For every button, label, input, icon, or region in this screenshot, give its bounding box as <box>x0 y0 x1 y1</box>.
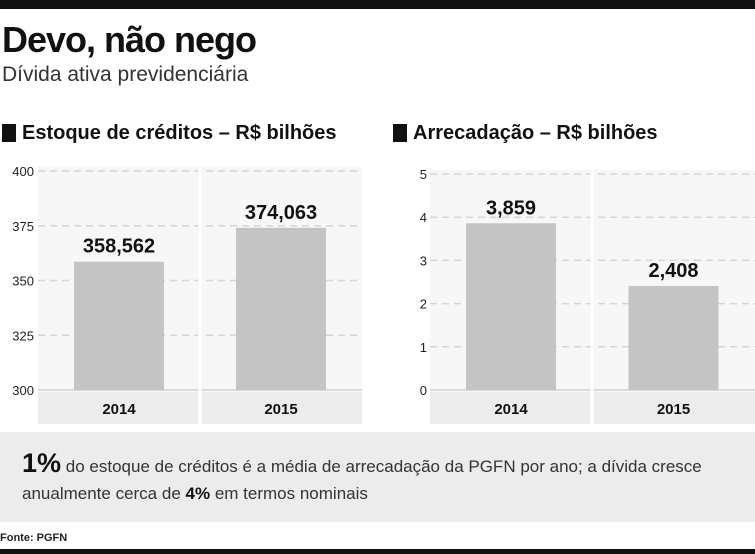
chart-1-y-tick-label: 350 <box>12 274 34 289</box>
chart-2-bar <box>466 223 556 390</box>
square-marker-icon <box>393 124 407 142</box>
chart-1-data-label: 374,063 <box>245 202 317 224</box>
chart-1-bar <box>236 227 326 390</box>
chart-1-category-label: 2014 <box>102 401 136 418</box>
chart-2-y-tick-label: 4 <box>420 210 427 225</box>
chart-2-data-label: 3,859 <box>486 197 536 219</box>
note-panel <box>0 432 755 522</box>
note-highlight: 1% <box>22 448 62 478</box>
chart-2-y-tick-label: 2 <box>420 297 427 312</box>
chart-2-y-tick-label: 1 <box>420 340 427 355</box>
charts-canvas: 300325350375400358,5622014374,0632015012… <box>12 164 755 424</box>
chart-2-y-tick-label: 3 <box>420 253 427 268</box>
chart-1-y-tick-label: 400 <box>12 164 34 179</box>
chart-1-category-label: 2015 <box>264 401 297 418</box>
chart-1-y-tick-label: 325 <box>12 328 34 343</box>
chart-2-header: Arrecadação – R$ bilhões <box>393 120 658 146</box>
note-bold: 4% <box>185 484 211 503</box>
chart-2-category-label: 2014 <box>494 401 528 418</box>
note-text-2: em termos nominais <box>214 484 368 503</box>
top-rule <box>0 0 755 9</box>
chart-1-data-label: 358,562 <box>83 236 155 258</box>
chart-1-y-tick-label: 375 <box>12 219 34 234</box>
chart-1-y-tick-label: 300 <box>12 383 34 398</box>
chart-2-bar <box>628 285 719 390</box>
chart-1-header: Estoque de créditos – R$ bilhões <box>2 120 337 146</box>
chart-1-title: Estoque de créditos – R$ bilhões <box>22 122 337 144</box>
chart-2-title: Arrecadação – R$ bilhões <box>413 122 658 144</box>
square-marker-icon <box>2 124 16 142</box>
chart-2-y-tick-label: 0 <box>420 383 427 398</box>
note-text: 1% do estoque de créditos é a média de a… <box>22 450 722 507</box>
source-label: Fonte: PGFN <box>0 532 68 544</box>
chart-2-y-tick-label: 5 <box>420 167 427 182</box>
chart-2-category-label: 2015 <box>657 401 690 418</box>
note-text-1: do estoque de créditos é a média de arre… <box>22 457 702 503</box>
page-subtitle: Dívida ativa previdenciária <box>2 63 249 86</box>
page-title: Devo, não nego <box>2 19 257 60</box>
chart-2-data-label: 2,408 <box>648 260 698 282</box>
bottom-rule <box>0 549 755 554</box>
chart-1-bar <box>74 261 164 390</box>
